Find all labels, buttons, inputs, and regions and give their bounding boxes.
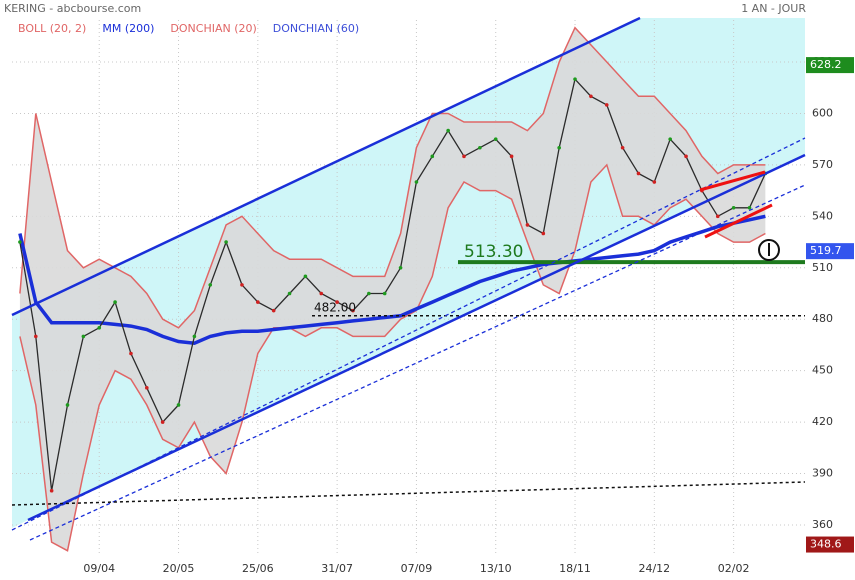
- price-point: [49, 488, 54, 493]
- y-tick-label: 450: [812, 364, 833, 377]
- y-tick-label: 600: [812, 106, 833, 119]
- channel-upper: [11, 16, 641, 317]
- legend-entry: MM (200): [102, 22, 154, 35]
- chart-title: KERING - abcbourse.com: [4, 2, 141, 15]
- drawings: [11, 16, 806, 541]
- price-point: [557, 145, 561, 150]
- price-point: [573, 77, 577, 81]
- price-point: [240, 283, 244, 287]
- price-point: [684, 154, 688, 159]
- price-tag: 519.7: [810, 244, 842, 257]
- x-tick-label: 07/09: [401, 562, 433, 575]
- price-point: [446, 128, 450, 133]
- x-tick-label: 31/07: [321, 562, 353, 575]
- y-tick-label: 540: [812, 209, 833, 222]
- price-point: [192, 334, 197, 339]
- price-point: [493, 137, 498, 141]
- price-point: [652, 180, 657, 184]
- bollinger-fill: [19, 27, 766, 551]
- price-tag: 628.2: [810, 58, 842, 71]
- price-point: [525, 223, 530, 227]
- price-point: [145, 386, 149, 390]
- price-point: [747, 205, 752, 210]
- price-point: [382, 291, 387, 296]
- y-tick-label: 390: [812, 467, 833, 480]
- mm200-line: [18, 214, 766, 345]
- price-point: [160, 420, 165, 424]
- price-point: [129, 351, 133, 356]
- price-line: [19, 77, 766, 491]
- x-tick-label: 13/10: [480, 562, 512, 575]
- price-point: [604, 103, 609, 107]
- legend-entry: BOLL (20, 2): [18, 22, 86, 35]
- price-point: [351, 308, 355, 313]
- price-point: [541, 231, 546, 236]
- price-point: [589, 94, 593, 99]
- price-tag-bg: [806, 536, 854, 553]
- price-point: [398, 265, 403, 270]
- wedge-upper: [699, 170, 766, 192]
- y-tick-label: 570: [812, 158, 833, 171]
- labels: 36039042045048051054057060063009/0420/05…: [18, 22, 854, 575]
- legend-entry: DONCHIAN (20): [170, 22, 256, 35]
- x-tick-label: 09/04: [83, 562, 115, 575]
- price-point: [731, 205, 736, 210]
- price-point: [65, 403, 70, 407]
- price-point: [715, 214, 720, 219]
- price-point: [335, 300, 339, 304]
- level-label: 513.30: [464, 242, 523, 262]
- channel-lower: [27, 153, 806, 522]
- bollinger-upper: [19, 26, 766, 329]
- y-tick-label: 480: [812, 312, 833, 325]
- level-label: 482.00: [314, 300, 356, 314]
- price-point: [478, 145, 482, 150]
- target-circle: [758, 239, 780, 261]
- x-tick-label: 25/06: [242, 562, 274, 575]
- price-point: [256, 300, 260, 304]
- support-dotted: [11, 481, 806, 506]
- price-point: [367, 291, 371, 296]
- y-tick-label: 420: [812, 415, 833, 428]
- channel-low-dashed: [29, 184, 806, 541]
- price-point: [287, 291, 292, 296]
- price-point: [271, 308, 276, 313]
- price-point: [620, 145, 625, 150]
- price-point: [319, 291, 324, 296]
- price-point: [33, 334, 38, 339]
- price-point: [113, 300, 117, 304]
- price-point: [668, 137, 672, 141]
- y-tick-label: 360: [812, 518, 833, 531]
- price-point: [176, 403, 181, 407]
- price-tag: 348.6: [810, 538, 842, 551]
- legend-entry: DONCHIAN (60): [273, 22, 359, 35]
- grid: [12, 20, 805, 555]
- price-point: [18, 240, 22, 244]
- channel-mid-dashed: [11, 137, 806, 531]
- plot: [18, 26, 805, 552]
- price-point: [97, 325, 102, 330]
- x-tick-label: 24/12: [638, 562, 670, 575]
- wedge-lower: [704, 203, 773, 239]
- x-tick-label: 18/11: [559, 562, 591, 575]
- x-tick-label: 20/05: [163, 562, 195, 575]
- price-point: [462, 154, 466, 159]
- price-point: [208, 283, 213, 287]
- price-point: [303, 274, 308, 279]
- price-tag-bg: [806, 57, 854, 74]
- bollinger-lower: [19, 163, 766, 552]
- price-point: [636, 171, 641, 176]
- price-point: [509, 154, 514, 159]
- price-point: [224, 240, 228, 244]
- period: 1 AN - JOUR: [741, 2, 806, 15]
- price-point: [81, 334, 86, 339]
- x-tick-label: 02/02: [718, 562, 750, 575]
- price-point: [414, 180, 419, 184]
- y-tick-label: 510: [812, 261, 833, 274]
- price-point: [430, 154, 435, 159]
- price-tag-bg: [806, 243, 854, 260]
